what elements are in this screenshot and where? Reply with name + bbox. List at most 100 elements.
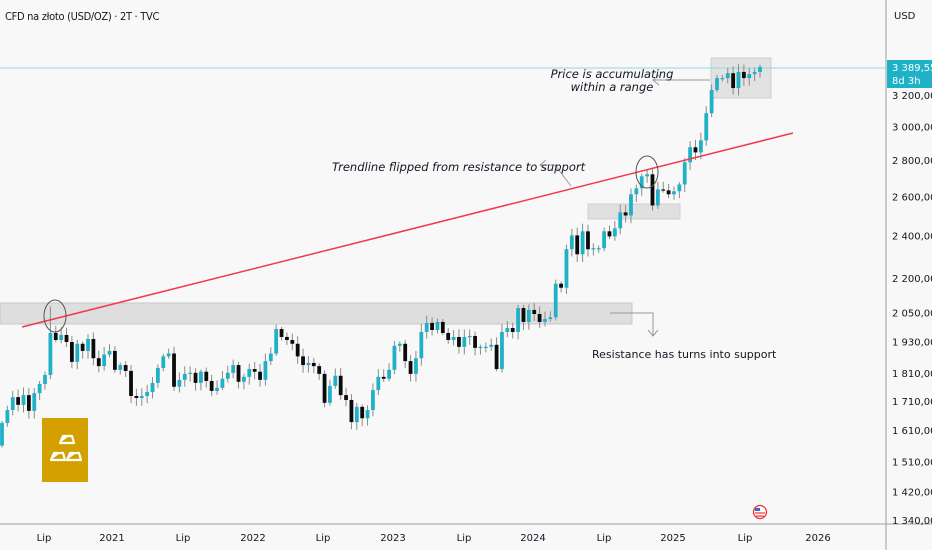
candle-body-up — [483, 346, 488, 349]
candle — [0, 421, 4, 448]
candle — [161, 353, 166, 372]
candle-body-down — [623, 212, 628, 216]
trendline[interactable] — [21, 132, 794, 328]
candle — [231, 359, 236, 379]
range-annotation-line1: Price is accumulating — [551, 67, 674, 81]
candle — [177, 372, 182, 393]
candle — [258, 364, 262, 387]
candle — [150, 377, 155, 399]
candle-body-down — [510, 328, 515, 332]
time-tick-label: Lip — [37, 533, 52, 544]
currency-label[interactable]: USD — [894, 11, 916, 22]
candle — [37, 381, 42, 401]
candle-body-up — [715, 78, 719, 90]
candle-body-up — [419, 331, 424, 359]
candle-body-up — [397, 343, 402, 346]
candle-body-up — [150, 382, 155, 393]
support-annotation: Resistance has turns into support — [592, 348, 777, 361]
time-axis[interactable]: Lip 2021 Lip 2022 Lip 2023 Lip 2024 Lip 2025 Lip 20… — [37, 533, 831, 544]
candle-body-up — [86, 338, 90, 351]
candle-body-up — [182, 373, 187, 380]
candle — [403, 339, 408, 369]
candle-body-up — [467, 335, 472, 338]
candle — [666, 183, 671, 199]
candle — [639, 173, 644, 196]
candle-body-down — [236, 365, 241, 382]
price-axis[interactable]: 3 200,000 3 000,000 2 800,000 2 600,000 2 40… — [892, 91, 932, 527]
candle — [86, 334, 90, 359]
time-tick-label: Lip — [597, 533, 612, 544]
candle — [715, 74, 719, 93]
candle — [564, 244, 569, 294]
us-flag-icon[interactable] — [752, 504, 768, 520]
candle-body-up — [526, 309, 531, 322]
price-tick-label: 1 610,000 — [892, 426, 932, 437]
candle-countdown: 8d 3h — [892, 76, 921, 87]
candle — [328, 380, 332, 406]
candle — [134, 388, 139, 406]
candle — [53, 325, 58, 343]
candle — [311, 357, 316, 374]
candle — [182, 366, 187, 387]
candle-body-up — [328, 385, 332, 403]
candle-body-down — [193, 372, 198, 383]
support-arrow — [610, 312, 654, 336]
range-zone — [710, 57, 772, 99]
candle — [295, 336, 300, 364]
price-tick-label: 2 800,000 — [892, 156, 932, 167]
candle — [457, 329, 461, 354]
symbol-title[interactable]: CFD na złoto (USD/OZ) · 2T · TVC — [5, 10, 160, 23]
candle-body-down — [301, 356, 305, 366]
candle-body-up — [43, 374, 47, 384]
candle — [693, 139, 698, 160]
candle — [510, 322, 515, 339]
candle-body-up — [704, 113, 709, 141]
candle-body-down — [290, 339, 295, 344]
candle — [123, 361, 128, 378]
candle-body-up — [618, 212, 623, 229]
candle — [661, 181, 666, 193]
candle-body-up — [107, 350, 112, 355]
candle-body-up — [225, 372, 230, 379]
candle — [618, 204, 623, 235]
candle-body-up — [188, 372, 193, 375]
candle-body-up — [48, 332, 53, 375]
candle — [569, 228, 574, 257]
candle-body-down — [607, 231, 612, 237]
candle-body-up — [596, 248, 601, 250]
candle — [236, 361, 241, 389]
candle-body-down — [403, 343, 408, 362]
candle — [725, 67, 730, 84]
candle-body-up — [5, 410, 10, 423]
candle — [10, 390, 15, 416]
price-tick-label: 1 710,000 — [892, 397, 932, 408]
candle-body-down — [575, 235, 580, 255]
candle — [731, 66, 736, 95]
candle-body-up — [709, 89, 714, 114]
candle-body-up — [371, 390, 375, 411]
candle-body-down — [338, 375, 343, 396]
candle — [338, 368, 343, 400]
candle-body-down — [559, 283, 563, 288]
trendline-arrow — [540, 164, 572, 187]
candle — [500, 324, 504, 373]
retest-zone — [587, 203, 681, 220]
candle-body-down — [91, 338, 96, 359]
candle-body-up — [752, 71, 757, 75]
candle-body-up — [612, 228, 617, 237]
candle — [521, 304, 526, 330]
candle-body-up — [263, 361, 268, 380]
candle-body-up — [242, 376, 246, 382]
candle — [145, 384, 150, 404]
candle-body-up — [682, 162, 687, 185]
candle — [430, 317, 434, 336]
candle — [559, 281, 563, 293]
candle — [349, 394, 354, 430]
candle-body-up — [161, 356, 166, 368]
trendline-arrowhead — [539, 159, 547, 171]
candle — [32, 387, 37, 419]
candle — [279, 326, 284, 341]
candle-body-down — [408, 361, 413, 374]
time-tick-label: Lip — [176, 533, 191, 544]
